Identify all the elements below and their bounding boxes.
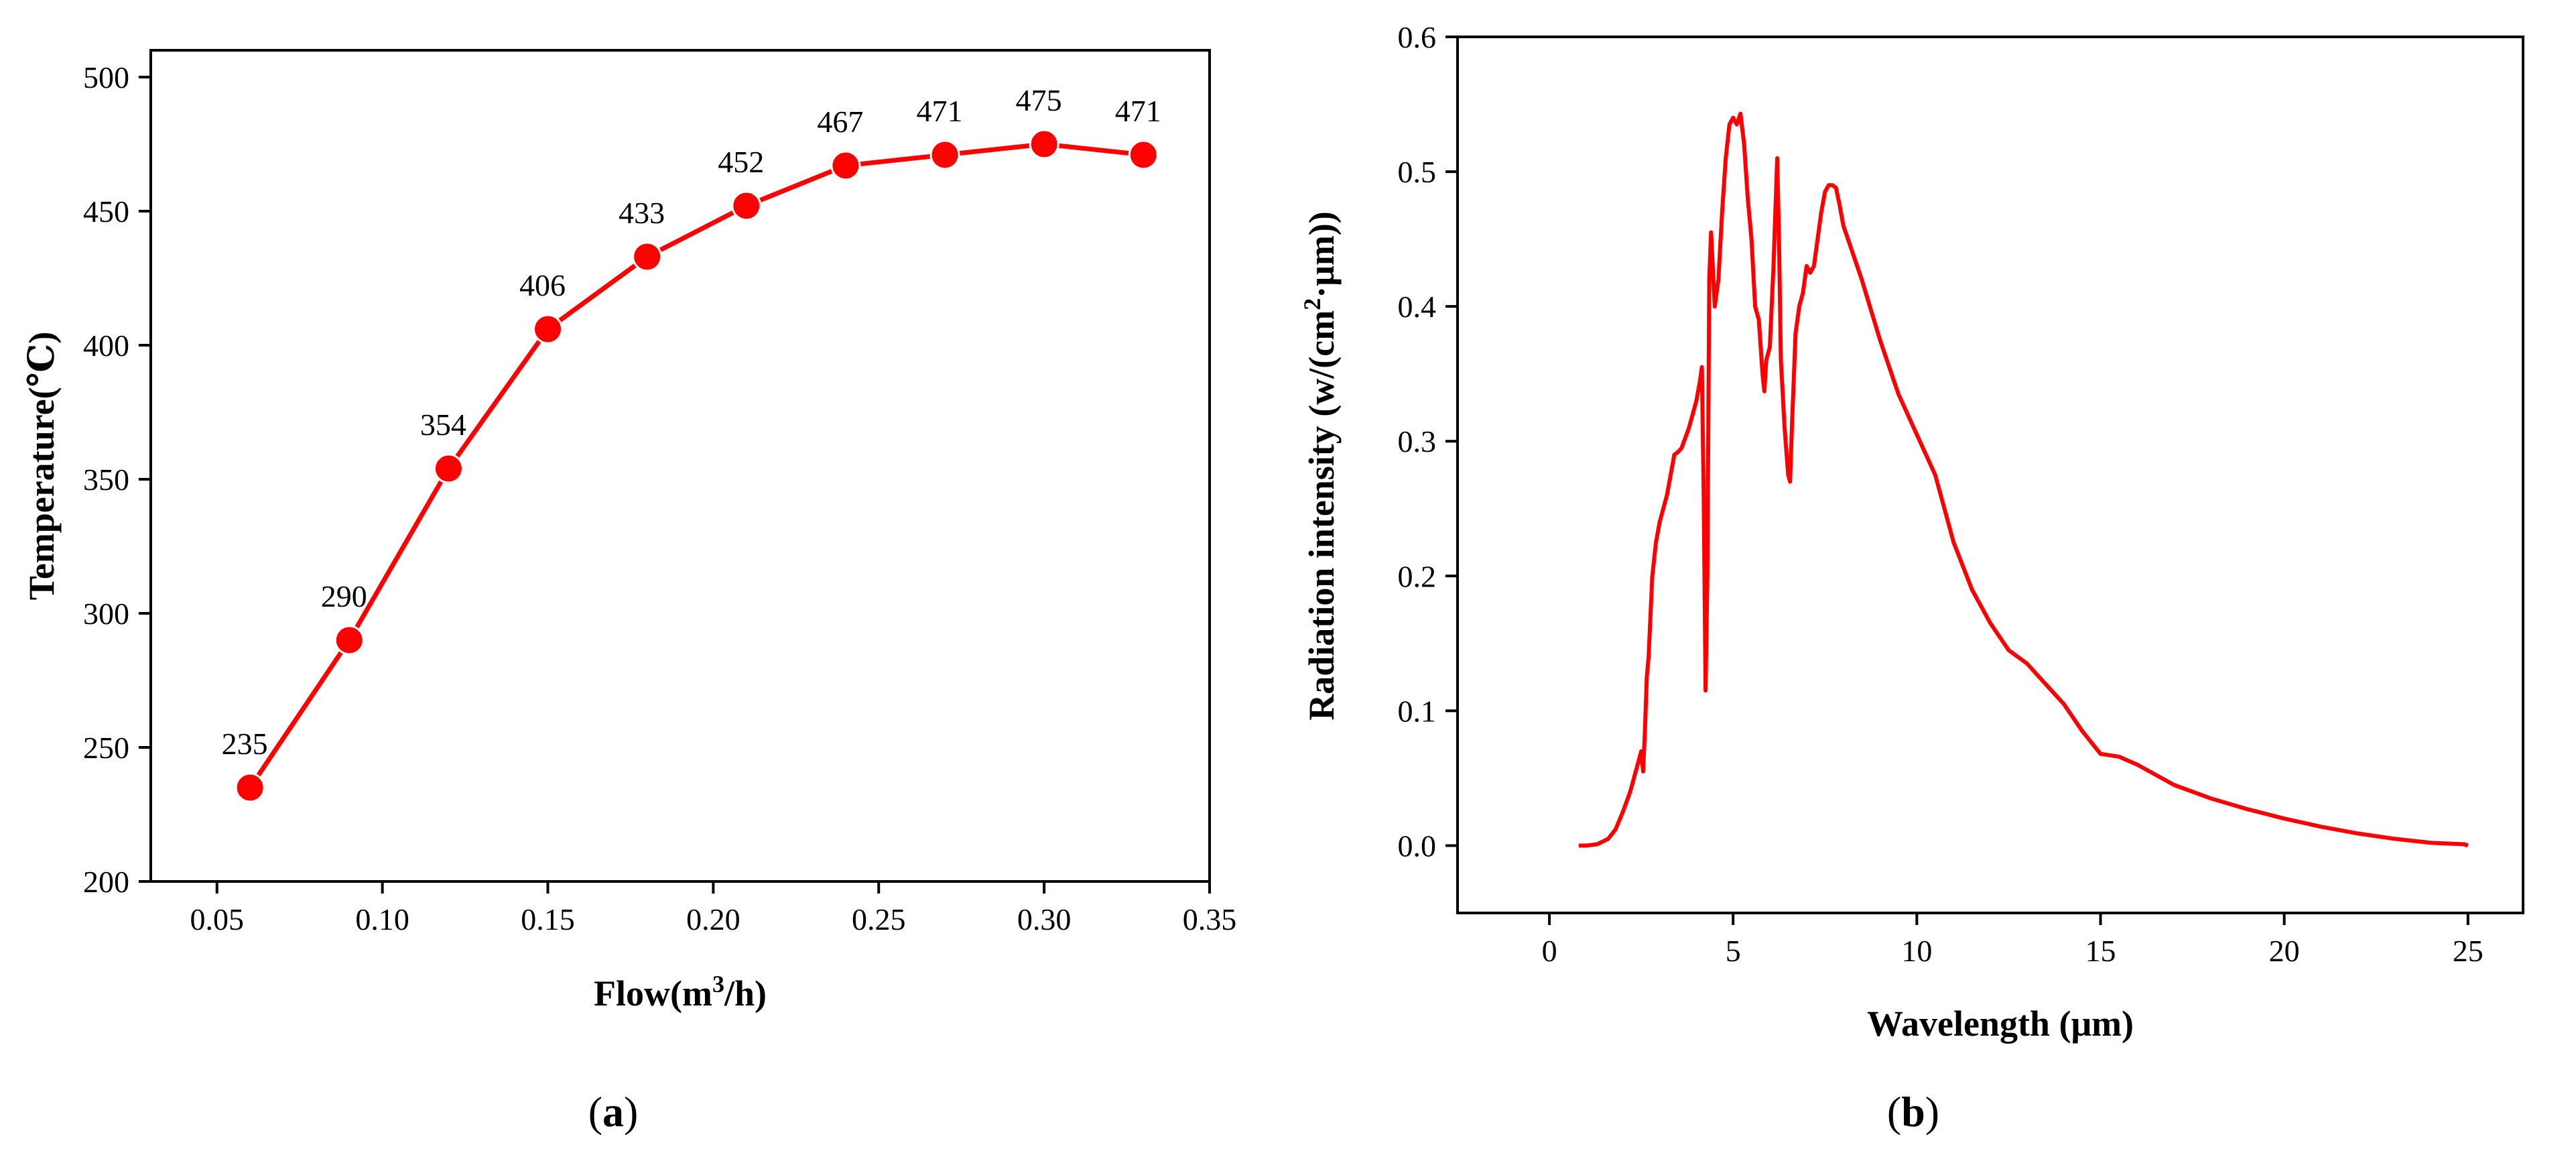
y-tick-label-b: 0.4 (1398, 290, 1437, 324)
y-axis-ticks-b: 0.0 0.1 0.2 0.3 0.4 0.5 0.6 (1398, 20, 1458, 863)
y-tick-label-b: 0.1 (1398, 694, 1437, 728)
x-axis-ticks-b: 0 5 10 15 20 25 (1542, 913, 2484, 968)
temperature-points (235, 129, 1159, 803)
data-point (533, 314, 563, 345)
y-tick-label-a: 350 (83, 463, 129, 497)
data-label: 235 (222, 727, 268, 761)
data-label: 433 (619, 196, 665, 230)
x-tick-label-b: 0 (1542, 934, 1557, 968)
data-label: 452 (718, 145, 764, 179)
y-tick-label-a: 500 (83, 60, 129, 95)
radiation-intensity-line (1578, 111, 2469, 848)
data-point (830, 150, 861, 181)
y-axis-title-b: Radiation intensity (w/(cm2·μm)) (1299, 211, 1342, 721)
data-point (731, 190, 762, 221)
plot-frame-b (1456, 36, 2524, 914)
data-point (334, 625, 365, 656)
x-axis-title-b: Wavelength (μm) (1867, 1003, 2134, 1044)
x-axis-ticks-a: 0.05 0.10 0.15 0.20 0.25 0.30 0.35 (190, 881, 1237, 936)
data-point (632, 241, 663, 272)
x-tick-label-b: 10 (1901, 934, 1932, 968)
data-label: 475 (1016, 83, 1062, 117)
y-tick-label-b: 0.2 (1398, 559, 1437, 593)
y-tick-label-b: 0.3 (1398, 424, 1437, 458)
data-label: 467 (817, 105, 863, 139)
data-label: 406 (519, 268, 566, 302)
y-tick-label-a: 400 (83, 328, 129, 363)
x-tick-label-b: 15 (2085, 934, 2116, 968)
y-tick-label-b: 0.6 (1398, 20, 1437, 54)
data-point (929, 139, 960, 170)
data-point (235, 772, 265, 803)
data-label: 354 (420, 408, 466, 442)
temperature-line (248, 141, 1144, 789)
y-tick-label-a: 450 (83, 194, 129, 229)
x-tick-label-a: 0.20 (686, 902, 740, 936)
plot-frame-a (149, 49, 1211, 883)
chart-panel-a: 0.05 0.10 0.15 0.20 0.25 0.30 0.35 200 250 300 35… (21, 49, 1237, 1136)
y-tick-label-b: 0.5 (1398, 155, 1437, 189)
data-label: 471 (1115, 94, 1161, 128)
x-tick-label-b: 25 (2453, 934, 2484, 968)
y-tick-label-a: 300 (83, 597, 129, 631)
panel-label-b: (b) (1887, 1088, 1939, 1136)
data-point (433, 453, 464, 484)
panel-label-a: (a) (588, 1088, 639, 1136)
y-tick-label-a: 200 (83, 865, 129, 899)
x-tick-label-a: 0.10 (355, 902, 409, 936)
y-tick-label-b: 0.0 (1398, 829, 1437, 863)
x-tick-label-b: 5 (1726, 934, 1741, 968)
data-label: 290 (321, 579, 367, 613)
x-tick-label-a: 0.15 (521, 902, 575, 936)
y-axis-ticks-a: 200 250 300 350 400 450 500 (83, 60, 151, 899)
x-tick-label-a: 0.35 (1183, 902, 1237, 936)
temperature-data-labels: 235 290 354 406 433 452 467 471 475 471 (222, 83, 1161, 761)
data-point (1029, 129, 1059, 160)
y-tick-label-a: 250 (83, 731, 129, 765)
x-axis-title-a: Flow(m3/h) (594, 971, 767, 1014)
data-point (1128, 139, 1159, 170)
data-label: 471 (917, 94, 963, 128)
x-tick-label-a: 0.25 (852, 902, 906, 936)
x-tick-label-a: 0.30 (1017, 902, 1072, 936)
chart-panel-b: 0 5 10 15 20 25 0.0 0.1 0.2 0.3 0.4 0.5 0.6 Wavelen… (1299, 20, 2524, 1136)
y-axis-title-a: Temperature(℃) (21, 332, 62, 601)
x-tick-label-a: 0.05 (190, 902, 245, 936)
x-tick-label-b: 20 (2269, 934, 2300, 968)
